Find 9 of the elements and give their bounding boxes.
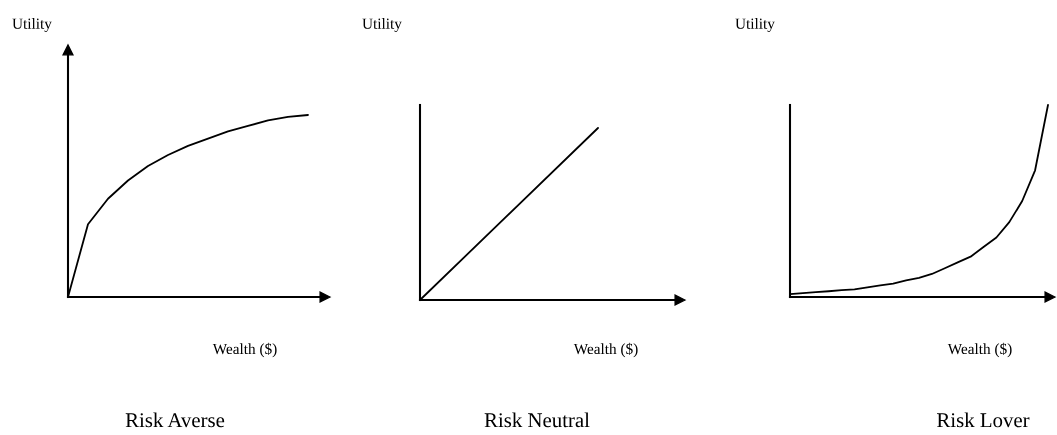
x-axis-title: Wealth ($) [212, 342, 277, 358]
text: Risk Lover [937, 412, 1030, 428]
y-axis-title: Utility [735, 18, 775, 32]
y-axis-title: Utility [362, 18, 402, 32]
text: Risk Averse [125, 412, 225, 428]
text: Risk Neutral [484, 412, 590, 428]
x-axis-title: Wealth ($) [947, 342, 1012, 358]
y-axis-title: Utility [12, 18, 52, 32]
x-axis-title: Wealth ($) [573, 342, 638, 358]
